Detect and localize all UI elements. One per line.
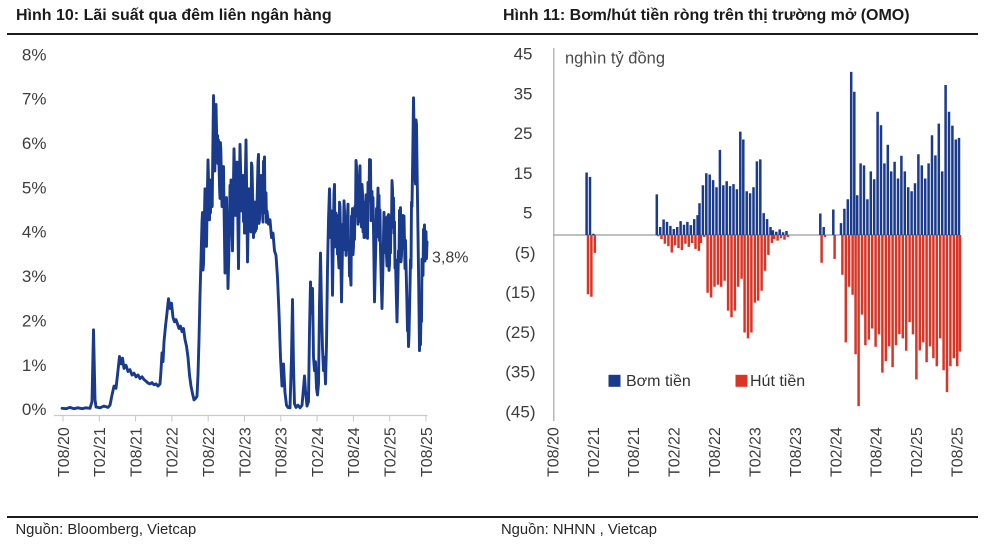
svg-text:T02/21: T02/21 [92, 427, 109, 477]
svg-text:T08/20: T08/20 [545, 427, 562, 477]
svg-text:(45): (45) [505, 402, 535, 421]
svg-text:3%: 3% [22, 267, 47, 286]
svg-text:T08/25: T08/25 [950, 427, 967, 477]
svg-text:5%: 5% [22, 178, 47, 197]
svg-text:(25): (25) [505, 323, 535, 342]
svg-text:T08/21: T08/21 [626, 427, 643, 477]
svg-text:T08/25: T08/25 [419, 427, 436, 477]
svg-text:T02/24: T02/24 [828, 427, 845, 477]
svg-text:T02/25: T02/25 [383, 427, 400, 477]
svg-text:T02/23: T02/23 [747, 427, 764, 477]
svg-text:0%: 0% [22, 400, 47, 419]
svg-text:4%: 4% [22, 223, 47, 242]
svg-text:(5): (5) [515, 243, 536, 262]
svg-text:T08/24: T08/24 [869, 427, 886, 477]
svg-text:1%: 1% [22, 356, 47, 375]
svg-text:T08/22: T08/22 [707, 427, 724, 477]
svg-text:5: 5 [523, 204, 532, 223]
svg-text:T08/21: T08/21 [128, 427, 145, 477]
svg-text:15: 15 [514, 164, 533, 183]
svg-text:35: 35 [514, 84, 533, 103]
svg-text:T02/22: T02/22 [165, 427, 182, 477]
svg-text:6%: 6% [22, 134, 47, 153]
svg-text:Bơm tiền: Bơm tiền [626, 373, 691, 390]
svg-text:Hút tiền: Hút tiền [750, 373, 805, 390]
svg-text:25: 25 [514, 124, 533, 143]
svg-text:T02/21: T02/21 [586, 427, 603, 477]
svg-text:(35): (35) [505, 363, 535, 382]
svg-text:3,8%: 3,8% [432, 250, 468, 267]
svg-text:2%: 2% [22, 311, 47, 330]
svg-text:T08/23: T08/23 [274, 427, 291, 477]
svg-text:T08/22: T08/22 [201, 427, 218, 477]
svg-text:T02/22: T02/22 [667, 427, 684, 477]
svg-text:nghìn tỷ đồng: nghìn tỷ đồng [565, 50, 665, 68]
svg-text:45: 45 [514, 45, 533, 64]
svg-text:8%: 8% [22, 45, 47, 64]
svg-text:T08/20: T08/20 [56, 427, 73, 477]
svg-text:T08/23: T08/23 [788, 427, 805, 477]
svg-text:T02/25: T02/25 [909, 427, 926, 477]
svg-text:T02/23: T02/23 [237, 427, 254, 477]
svg-text:T02/24: T02/24 [310, 427, 327, 477]
svg-text:T08/24: T08/24 [346, 427, 363, 477]
svg-text:(15): (15) [505, 283, 535, 302]
svg-text:7%: 7% [22, 90, 47, 109]
